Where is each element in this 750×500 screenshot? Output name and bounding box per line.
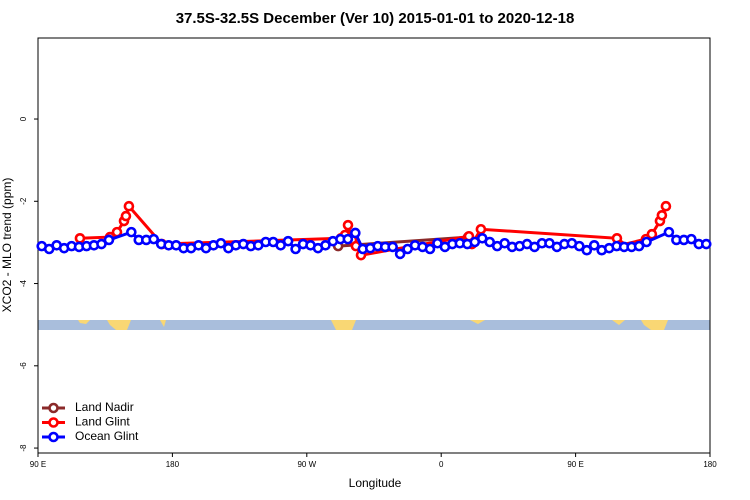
legend-label: Land Nadir <box>75 400 134 414</box>
point <box>74 233 86 244</box>
x-tick-label: 90 W <box>297 460 316 469</box>
point <box>484 236 496 248</box>
y-tick-label: -2 <box>19 197 28 205</box>
x-tick-label: 0 <box>439 460 444 469</box>
point <box>700 238 712 250</box>
legend-marker <box>48 417 59 428</box>
point <box>588 239 600 251</box>
legend-marker <box>48 402 59 414</box>
point <box>342 233 354 245</box>
point <box>120 210 132 222</box>
point <box>148 233 160 245</box>
y-tick-label: -6 <box>19 362 28 370</box>
point <box>686 233 697 245</box>
point <box>394 248 406 260</box>
point <box>290 243 301 255</box>
legend-label: Ocean Glint <box>75 429 139 443</box>
map-strip <box>38 320 710 330</box>
point <box>581 244 593 256</box>
x-tick-label: 180 <box>166 460 180 469</box>
point <box>123 200 135 212</box>
series <box>36 226 712 260</box>
point <box>663 226 675 238</box>
point <box>282 235 294 247</box>
x-axis-label: Longitude <box>349 476 402 490</box>
y-tick-label: -4 <box>19 279 28 287</box>
point <box>126 226 137 238</box>
x-tick-label: 90 E <box>567 460 583 469</box>
point <box>424 243 436 255</box>
point <box>387 241 398 253</box>
y-tick-label: 0 <box>19 116 28 121</box>
y-axis-label: XCO2 - MLO trend (ppm) <box>0 178 14 313</box>
x-tick-label: 90 E <box>30 460 46 469</box>
point <box>660 200 672 212</box>
point <box>103 234 115 246</box>
point <box>641 236 652 248</box>
point <box>633 240 645 252</box>
x-tick-label: 180 <box>703 460 717 469</box>
point <box>342 219 354 231</box>
point <box>215 237 227 249</box>
legend-marker <box>48 431 59 443</box>
point <box>350 227 361 239</box>
point <box>475 223 487 235</box>
chart-title: 37.5S-32.5S December (Ver 10) 2015-01-01… <box>176 10 575 27</box>
y-tick-label: -8 <box>19 444 28 452</box>
point <box>96 238 107 250</box>
legend-label: Land Glint <box>75 415 130 429</box>
point <box>656 209 668 221</box>
point <box>275 239 286 251</box>
point <box>574 240 585 252</box>
point <box>320 239 331 251</box>
